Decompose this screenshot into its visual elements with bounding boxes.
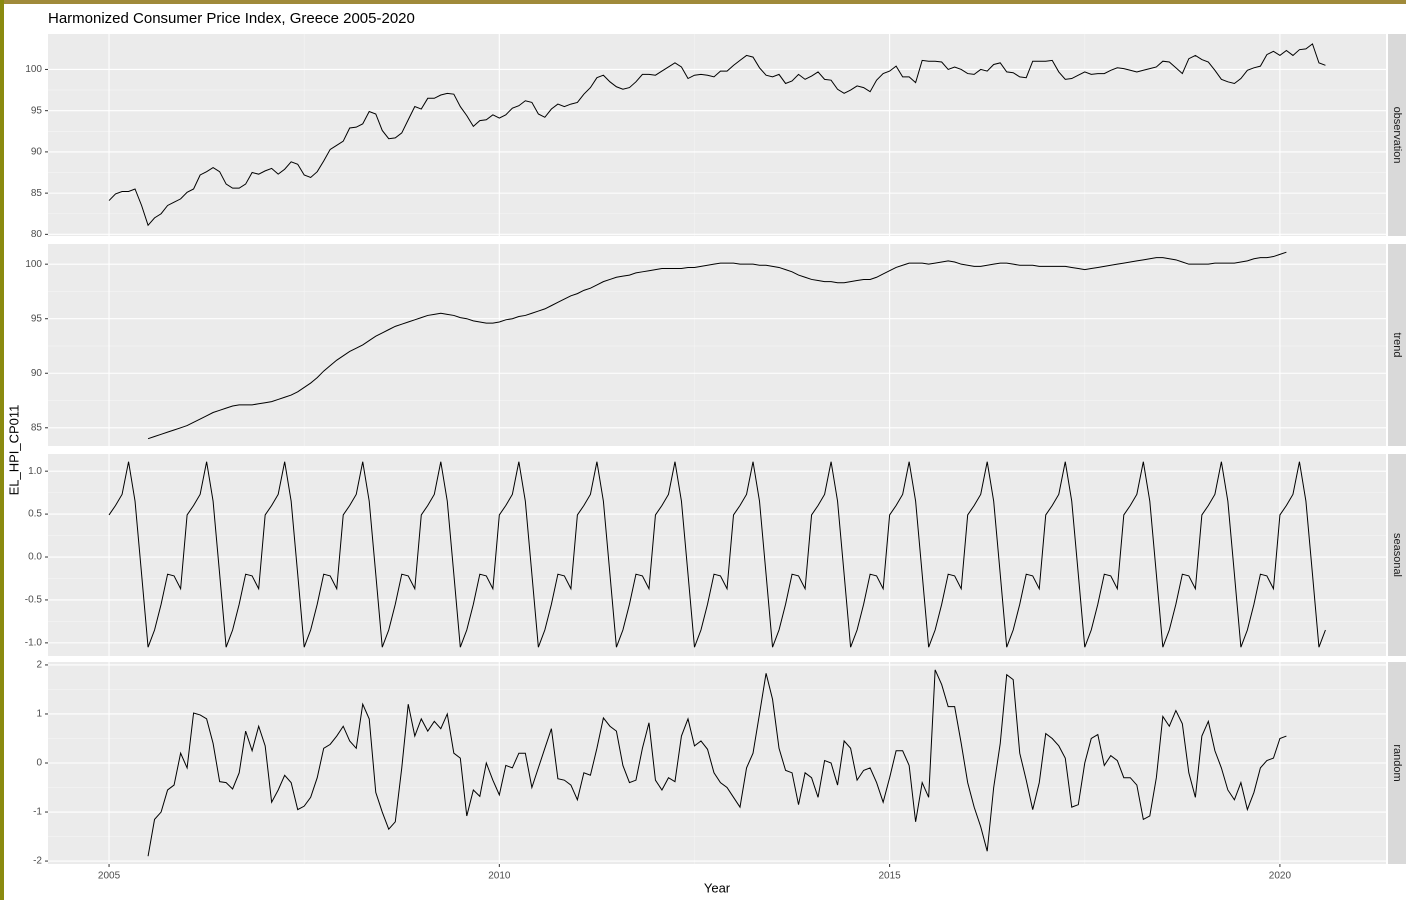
strip-background (1388, 34, 1406, 236)
strip-label: random (1391, 744, 1403, 781)
strip-background (1388, 454, 1406, 656)
x-tick-label: 2015 (879, 871, 902, 882)
strip-background (1388, 244, 1406, 446)
y-tick-label: 95 (31, 313, 43, 324)
y-tick-label: 1 (36, 709, 42, 720)
y-tick-label: -1.0 (25, 638, 43, 649)
x-tick-label: 2010 (488, 871, 511, 882)
panel-background (48, 34, 1386, 236)
y-tick-label: 100 (25, 259, 42, 270)
series-line (147, 669, 1287, 857)
y-tick-label: 100 (25, 64, 42, 75)
y-tick-label: 80 (31, 229, 43, 240)
strip-label: observation (1391, 107, 1403, 164)
x-tick-label: 2005 (98, 871, 121, 882)
series-line (108, 43, 1326, 227)
panel-background (48, 454, 1386, 656)
y-tick-label: 1.0 (28, 466, 42, 477)
y-tick-label: 0.5 (28, 509, 42, 520)
y-tick-label: 90 (31, 368, 43, 379)
y-tick-label: 85 (31, 188, 43, 199)
chart-title: Harmonized Consumer Price Index, Greece … (48, 10, 415, 27)
y-tick-label: 95 (31, 105, 43, 116)
window-edge (0, 0, 4, 900)
y-tick-label: 0.0 (28, 552, 42, 563)
series-line (108, 461, 1326, 648)
y-tick-label: -2 (33, 856, 42, 867)
y-tick-label: 0 (36, 758, 42, 769)
y-tick-label: 85 (31, 422, 43, 433)
strip-label: trend (1391, 332, 1403, 357)
background-strip (0, 0, 1406, 4)
y-axis-label: EL_HPI_CP011 (6, 405, 21, 496)
y-tick-label: 90 (31, 147, 43, 158)
series-line (147, 251, 1287, 440)
x-tick-label: 2020 (1269, 871, 1292, 882)
strip-label: seasonal (1391, 533, 1403, 577)
y-tick-label: 2 (36, 660, 42, 671)
panel-background (48, 244, 1386, 446)
strip-background (1388, 662, 1406, 864)
y-tick-label: -0.5 (25, 595, 43, 606)
y-tick-label: -1 (33, 807, 42, 818)
x-axis-label: Year (704, 880, 731, 895)
